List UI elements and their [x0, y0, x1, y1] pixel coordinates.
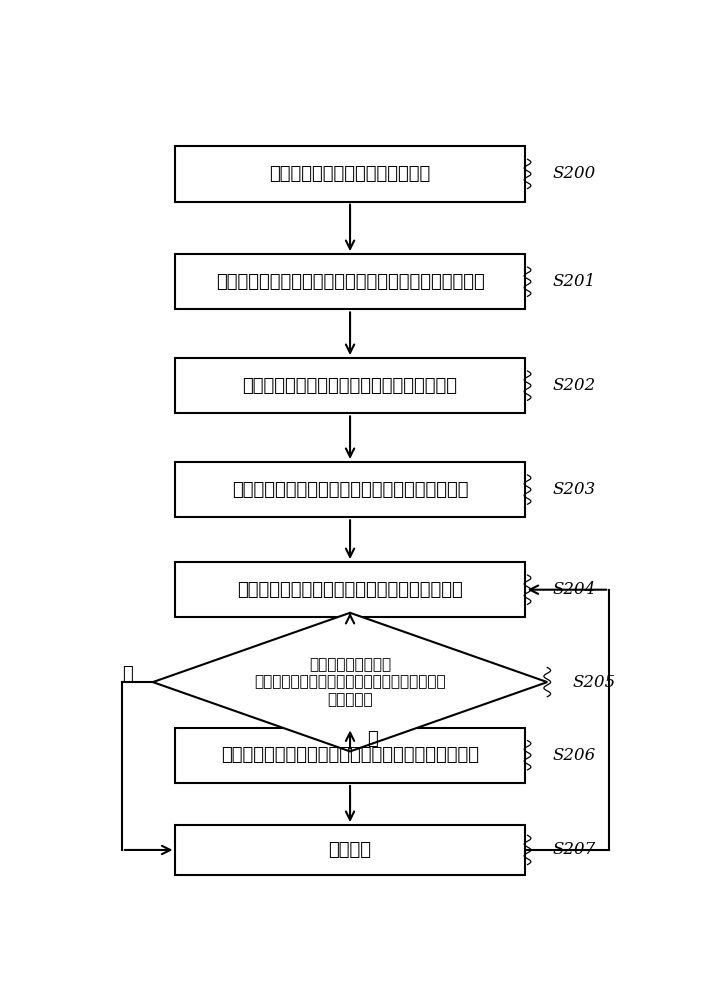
Text: 接收来自主数据库的数据同步任务: 接收来自主数据库的数据同步任务: [270, 165, 430, 183]
Text: 是: 是: [367, 730, 378, 748]
Text: 由该线程执行将数据写入从数据库的写数据操作: 由该线程执行将数据写入从数据库的写数据操作: [237, 581, 463, 599]
Text: S201: S201: [553, 273, 596, 290]
Text: S205: S205: [573, 674, 616, 691]
FancyBboxPatch shape: [175, 825, 525, 875]
Text: 将设置有令牌的数据同步任务分发给所选择的线程: 将设置有令牌的数据同步任务分发给所选择的线程: [232, 481, 468, 499]
Text: 依据负载均衡策略，从多个线程选择一个线程: 依据负载均衡策略，从多个线程选择一个线程: [243, 377, 457, 395]
Text: 判断顺序排在令牌前
一位的令牌对应的数据同步任务的写日志操作是
否执行完成: 判断顺序排在令牌前 一位的令牌对应的数据同步任务的写日志操作是 否执行完成: [254, 657, 446, 707]
Text: 执行用于将写数据操作记录到日志文件中的写日志操作: 执行用于将写数据操作记录到日志文件中的写日志操作: [221, 746, 479, 764]
FancyBboxPatch shape: [175, 146, 525, 202]
FancyBboxPatch shape: [175, 254, 525, 309]
Polygon shape: [153, 613, 547, 751]
Text: S207: S207: [553, 841, 596, 858]
FancyBboxPatch shape: [175, 562, 525, 617]
FancyBboxPatch shape: [175, 462, 525, 517]
FancyBboxPatch shape: [175, 358, 525, 413]
Text: 继续等待: 继续等待: [329, 841, 371, 859]
FancyBboxPatch shape: [175, 728, 525, 783]
Text: S206: S206: [553, 747, 596, 764]
Text: 按照接收数据同步任务的顺序，为数据同步任务设置令牌: 按照接收数据同步任务的顺序，为数据同步任务设置令牌: [216, 273, 484, 291]
Text: S204: S204: [553, 581, 596, 598]
Text: 否: 否: [122, 665, 132, 683]
Text: S202: S202: [553, 377, 596, 394]
Text: S203: S203: [553, 481, 596, 498]
Text: S200: S200: [553, 165, 596, 182]
